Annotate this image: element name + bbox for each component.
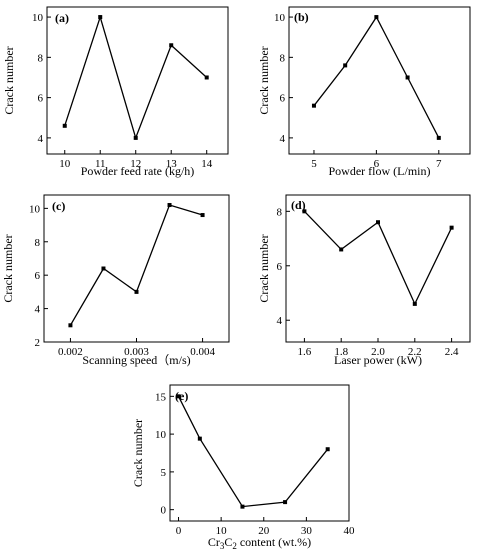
plot-frame [43, 194, 230, 343]
data-point [374, 15, 379, 20]
y-tick-label: 15 [155, 391, 167, 403]
y-tick-label: 6 [280, 93, 286, 105]
data-point [98, 15, 103, 20]
y-axis-label: Crack number [257, 46, 271, 114]
data-point [343, 63, 348, 68]
y-tick-label: 4 [38, 133, 44, 145]
y-tick-label: 10 [32, 12, 44, 24]
series-line [69, 204, 203, 326]
data-point [169, 43, 174, 48]
y-tick-label: 4 [277, 315, 283, 327]
x-axis-label: Cr3C2 content (wt.%) [208, 535, 311, 550]
data-point [176, 394, 181, 399]
panel-label: (c) [52, 199, 65, 213]
y-tick-label: 4 [280, 133, 286, 145]
y-tick-label: 6 [277, 261, 283, 273]
plot-frame [288, 6, 471, 155]
x-tick-label: 5 [311, 158, 317, 170]
x-tick-label: 0.003 [124, 346, 149, 358]
x-axis-label: Powder flow (L/min) [329, 164, 431, 178]
y-axis-label: Crack number [1, 234, 15, 302]
data-point [197, 436, 202, 441]
data-point [302, 209, 307, 214]
plot-frame [169, 384, 350, 522]
y-tick-label: 6 [38, 93, 44, 105]
x-axis-label: Laser power (kW) [334, 353, 422, 367]
x-tick-label: 20 [258, 525, 270, 537]
data-point [101, 266, 106, 271]
panel-label: (a) [55, 11, 69, 25]
y-tick-label: 10 [29, 203, 41, 215]
data-point [204, 75, 209, 80]
y-tick-label: 0 [161, 505, 167, 517]
x-tick-label: 14 [201, 158, 213, 170]
data-point [200, 213, 205, 218]
x-axis-label: Powder feed rate (kg/h) [81, 164, 195, 178]
panel-label: (e) [175, 389, 188, 403]
y-tick-label: 5 [161, 467, 167, 479]
y-tick-label: 10 [274, 12, 286, 24]
data-point [134, 289, 139, 294]
x-tick-label: 10 [216, 525, 228, 537]
x-tick-label: 2.0 [371, 346, 385, 358]
panel-b: 5 6 7 4 6 8 10 (b) Powder flow (L/min) Crack numb… [257, 6, 471, 178]
y-tick-label: 8 [280, 52, 286, 64]
x-tick-label: 0 [176, 525, 182, 537]
x-tick-label: 0.002 [58, 346, 83, 358]
data-point [405, 75, 410, 80]
x-tick-label: 0.004 [190, 346, 215, 358]
plot-frame [46, 6, 229, 155]
x-tick-label: 2.4 [445, 346, 459, 358]
data-point [133, 135, 138, 140]
data-point [412, 301, 417, 306]
data-point [167, 203, 172, 208]
data-point [311, 103, 316, 108]
data-point [62, 123, 67, 128]
x-tick-label: 10 [59, 158, 71, 170]
y-tick-label: 4 [35, 304, 41, 316]
x-tick-label: 12 [130, 158, 141, 170]
x-tick-label: 30 [301, 525, 313, 537]
x-tick-label: 7 [436, 158, 442, 170]
panel-label: (b) [294, 10, 309, 24]
x-tick-label: 40 [344, 525, 356, 537]
x-tick-label: 1.6 [298, 346, 312, 358]
series-line [303, 210, 453, 306]
series-line [177, 396, 329, 508]
data-point [68, 323, 73, 328]
data-point [376, 220, 380, 225]
x-axis-label: Scanning speed（m/s) [82, 353, 190, 367]
data-point [449, 225, 454, 230]
panel-d: 1.6 1.8 2.0 2.2 2.4 4 6 8 (d) Laser power (kW) Cra… [257, 194, 471, 367]
data-point [240, 504, 245, 509]
x-tick-label: 2.2 [408, 346, 422, 358]
data-point [283, 500, 288, 505]
panel-a: 10 11 12 13 14 4 6 8 10 (a) Powder feed rate (kg/h… [2, 6, 229, 178]
panel-label: (d) [291, 198, 306, 212]
data-point [325, 447, 330, 452]
series-line [64, 14, 208, 140]
data-point [436, 135, 441, 140]
data-point [339, 247, 344, 252]
y-tick-label: 8 [35, 237, 41, 249]
series-line [313, 15, 440, 139]
panel-e: 0 10 20 30 40 0 5 10 15 (e) Cr3C2 content (wt.%) Cr… [131, 384, 356, 550]
y-tick-label: 8 [277, 206, 283, 218]
x-tick-label: 11 [95, 158, 106, 170]
plot-frame [285, 194, 471, 343]
y-axis-label: Crack number [257, 234, 271, 302]
y-axis-label: Crack number [131, 419, 145, 487]
panel-c: 0.002 0.003 0.004 2 4 6 8 10 (c) Scanning speed（m… [1, 194, 230, 367]
y-tick-label: 2 [35, 337, 41, 349]
x-tick-label: 1.8 [334, 346, 348, 358]
x-tick-label: 6 [374, 158, 380, 170]
y-tick-label: 8 [38, 52, 44, 64]
y-tick-label: 6 [35, 270, 41, 282]
y-tick-label: 10 [155, 429, 167, 441]
y-axis-label: Crack number [2, 46, 16, 114]
x-tick-label: 13 [166, 158, 178, 170]
